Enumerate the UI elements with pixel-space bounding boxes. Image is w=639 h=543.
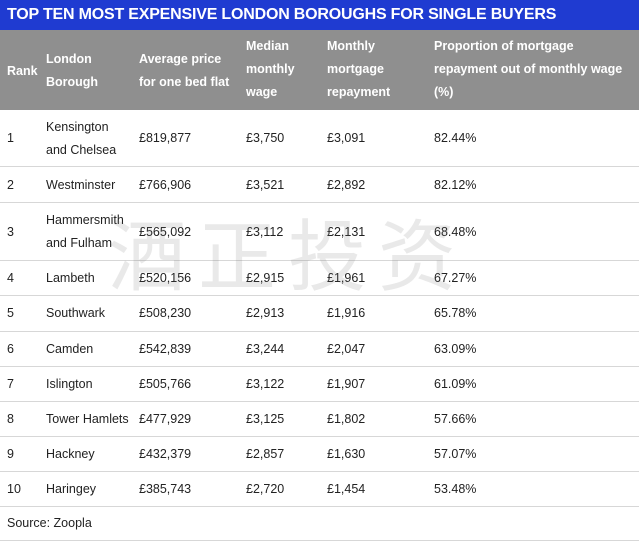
table-row: 1 Kensington and Chelsea £819,877 £3,750… bbox=[0, 110, 639, 167]
cell-proportion: 57.07% bbox=[434, 447, 477, 461]
cell-price: £505,766 bbox=[139, 377, 192, 391]
cell-price: £477,929 bbox=[139, 412, 192, 426]
cell-price: £819,877 bbox=[139, 131, 192, 145]
cell-wage: £3,112 bbox=[246, 225, 284, 239]
table-row: 4 Lambeth £520,156 £2,915 £1,961 67.27% bbox=[0, 261, 639, 296]
cell-borough: Camden bbox=[46, 342, 94, 356]
cell-rank: 2 bbox=[7, 178, 14, 192]
cell-proportion: 63.09% bbox=[434, 342, 477, 356]
cell-rank: 7 bbox=[7, 377, 14, 391]
cell-rank: 5 bbox=[7, 306, 14, 320]
cell-mortgage: £2,131 bbox=[327, 225, 366, 239]
cell-wage: £2,720 bbox=[246, 482, 285, 496]
cell-mortgage: £1,916 bbox=[327, 306, 366, 320]
cell-borough: Kensington and Chelsea bbox=[46, 120, 117, 157]
cell-borough: Westminster bbox=[46, 178, 116, 192]
cell-mortgage: £1,961 bbox=[327, 271, 366, 285]
cell-price: £565,092 bbox=[139, 225, 192, 239]
cell-proportion: 68.48% bbox=[434, 225, 477, 239]
table-row: 6 Camden £542,839 £3,244 £2,047 63.09% bbox=[0, 332, 639, 367]
cell-proportion: 61.09% bbox=[434, 377, 477, 391]
cell-rank: 4 bbox=[7, 271, 14, 285]
table-row: 9 Hackney £432,379 £2,857 £1,630 57.07% bbox=[0, 437, 639, 472]
cell-price: £766,906 bbox=[139, 178, 192, 192]
cell-wage: £3,521 bbox=[246, 178, 285, 192]
table-row: 8 Tower Hamlets £477,929 £3,125 £1,802 5… bbox=[0, 402, 639, 437]
cell-mortgage: £1,802 bbox=[327, 412, 366, 426]
cell-price: £508,230 bbox=[139, 306, 192, 320]
header-price: Average price for one bed flat bbox=[139, 52, 230, 89]
table-row: 3 Hammersmith and Fulham £565,092 £3,112… bbox=[0, 203, 639, 261]
table-header: Rank London Borough Average price for on… bbox=[0, 30, 639, 110]
cell-wage: £2,913 bbox=[246, 306, 285, 320]
cell-proportion: 82.12% bbox=[434, 178, 477, 192]
cell-rank: 6 bbox=[7, 342, 14, 356]
cell-mortgage: £3,091 bbox=[327, 131, 366, 145]
header-mortgage: Monthly mortgage repayment bbox=[327, 39, 391, 99]
cell-borough: Islington bbox=[46, 377, 93, 391]
source-row: Source: Zoopla bbox=[0, 507, 639, 541]
cell-mortgage: £1,454 bbox=[327, 482, 366, 496]
table-row: 7 Islington £505,766 £3,122 £1,907 61.09… bbox=[0, 367, 639, 402]
header-rank: Rank bbox=[7, 64, 38, 78]
cell-proportion: 65.78% bbox=[434, 306, 477, 320]
cell-borough: Haringey bbox=[46, 482, 97, 496]
cell-rank: 8 bbox=[7, 412, 14, 426]
cell-wage: £2,857 bbox=[246, 447, 285, 461]
cell-borough: Southwark bbox=[46, 306, 106, 320]
cell-proportion: 53.48% bbox=[434, 482, 477, 496]
cell-price: £520,156 bbox=[139, 271, 192, 285]
cell-rank: 9 bbox=[7, 447, 14, 461]
cell-borough: Lambeth bbox=[46, 271, 95, 285]
cell-price: £432,379 bbox=[139, 447, 192, 461]
cell-wage: £3,244 bbox=[246, 342, 285, 356]
header-proportion: Proportion of mortgage repayment out of … bbox=[434, 39, 623, 99]
cell-wage: £3,122 bbox=[246, 377, 285, 391]
cell-borough: Tower Hamlets bbox=[46, 412, 129, 426]
cell-proportion: 57.66% bbox=[434, 412, 477, 426]
header-borough: London Borough bbox=[46, 52, 99, 89]
header-wage: Median monthly wage bbox=[246, 39, 295, 99]
cell-borough: Hammersmith and Fulham bbox=[46, 213, 124, 250]
source-note: Source: Zoopla bbox=[7, 516, 92, 530]
cell-mortgage: £2,047 bbox=[327, 342, 366, 356]
cell-price: £385,743 bbox=[139, 482, 192, 496]
cell-mortgage: £1,630 bbox=[327, 447, 366, 461]
cell-mortgage: £1,907 bbox=[327, 377, 366, 391]
cell-borough: Hackney bbox=[46, 447, 95, 461]
cell-mortgage: £2,892 bbox=[327, 178, 366, 192]
cell-rank: 10 bbox=[7, 482, 21, 496]
cell-wage: £3,125 bbox=[246, 412, 285, 426]
table-row: 5 Southwark £508,230 £2,913 £1,916 65.78… bbox=[0, 296, 639, 332]
cell-wage: £3,750 bbox=[246, 131, 285, 145]
table-row: 10 Haringey £385,743 £2,720 £1,454 53.48… bbox=[0, 472, 639, 507]
cell-proportion: 67.27% bbox=[434, 271, 477, 285]
watermark: 酒正投资 bbox=[108, 213, 469, 303]
cell-wage: £2,915 bbox=[246, 271, 285, 285]
cell-price: £542,839 bbox=[139, 342, 192, 356]
cell-rank: 1 bbox=[7, 131, 14, 145]
table-title: TOP TEN MOST EXPENSIVE LONDON BOROUGHS F… bbox=[0, 0, 639, 30]
table-row: 2 Westminster £766,906 £3,521 £2,892 82.… bbox=[0, 167, 639, 203]
cell-proportion: 82.44% bbox=[434, 131, 477, 145]
cell-rank: 3 bbox=[7, 225, 14, 239]
